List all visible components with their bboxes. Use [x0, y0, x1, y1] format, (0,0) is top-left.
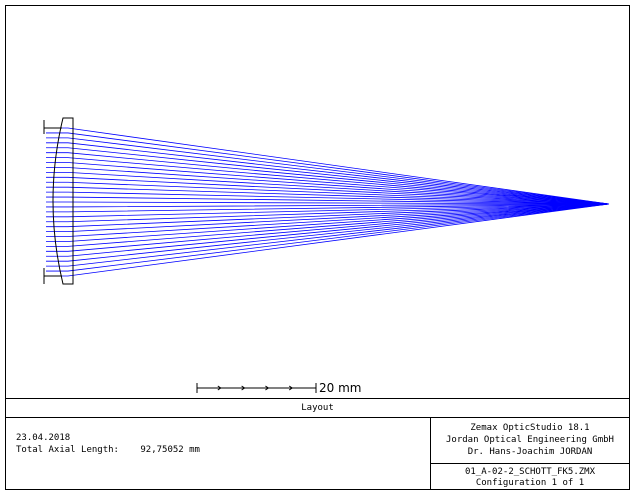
- axial-length-value: 92,75052 mm: [140, 445, 200, 455]
- ray-9: [46, 167, 610, 205]
- ray-27: [46, 203, 610, 257]
- scale-bar: 20 mm: [196, 381, 361, 395]
- ray-28: [46, 203, 610, 262]
- optical-layout-plot: 20 mm: [43, 117, 610, 395]
- info-column-divider: [430, 417, 431, 489]
- scale-bar-tick-2: [241, 385, 246, 391]
- ray-5: [46, 147, 610, 205]
- ray-24: [46, 203, 610, 242]
- lens-outline: [52, 117, 74, 285]
- company-name: Jordan Optical Engineering GmbH: [446, 435, 614, 445]
- axial-length-label: Total Axial Length:: [16, 445, 119, 455]
- title-divider-top: [6, 398, 629, 399]
- configuration-text: Configuration 1 of 1: [475, 478, 585, 488]
- ray-30: [46, 203, 610, 272]
- ray-23: [46, 203, 610, 237]
- scale-bar-tick-3: [265, 385, 270, 391]
- ray-4: [46, 142, 610, 205]
- ray-25: [46, 203, 610, 247]
- scale-bar-ticks: [217, 385, 294, 391]
- scale-bar-label: 20 mm: [319, 381, 361, 395]
- info-row-divider: [430, 463, 629, 464]
- scale-bar-tick-4: [288, 385, 294, 391]
- ray-10: [46, 171, 610, 205]
- ray-8: [46, 162, 610, 205]
- title-divider-bottom: [6, 417, 629, 418]
- ray-26: [46, 203, 610, 252]
- lens-element: [52, 117, 74, 285]
- axial-length-row: Total Axial Length: 92,75052 mm: [16, 445, 200, 455]
- ray-21: [46, 203, 610, 228]
- author-name: Dr. Hans-Joachim JORDAN: [467, 447, 593, 457]
- ray-fan: [46, 127, 610, 277]
- date-text: 23.04.2018: [16, 433, 71, 443]
- window-title: Layout: [301, 403, 334, 413]
- ray-2: [46, 132, 610, 205]
- scale-bar-tick-1: [217, 385, 222, 391]
- file-name: 01_A-02-2_SCHOTT_FK5.ZMX: [464, 467, 596, 477]
- ray-7: [46, 157, 610, 205]
- ray-6: [46, 152, 610, 205]
- layout-frame: 20 mm Layout 23.04.2018 Total Axial Leng…: [5, 5, 630, 490]
- ray-29: [46, 203, 610, 267]
- software-name: Zemax OpticStudio 18.1: [470, 423, 590, 433]
- ray-22: [46, 203, 610, 233]
- object-plane-marks: [43, 120, 62, 284]
- ray-3: [46, 137, 610, 205]
